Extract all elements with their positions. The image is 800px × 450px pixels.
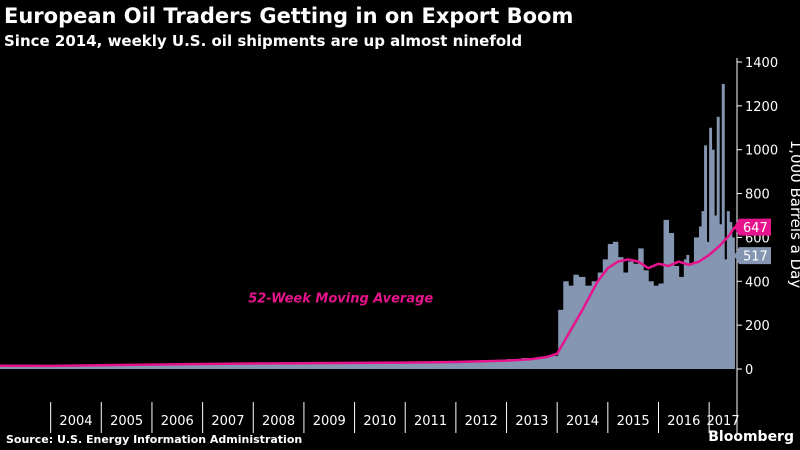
chart-title: European Oil Traders Getting in on Expor… xyxy=(4,4,574,28)
bar xyxy=(658,283,664,369)
bar xyxy=(607,244,614,369)
y-tick-label: 0 xyxy=(745,363,753,378)
x-axis: 2004 2005 2006 2007 2008 2009 2010 2011 2012 2013… xyxy=(50,402,740,433)
y-tick-label: 800 xyxy=(745,188,770,203)
bar xyxy=(602,259,609,369)
bar xyxy=(638,248,644,369)
chart-subtitle: Since 2014, weekly U.S. oil shipments ar… xyxy=(4,32,523,50)
bar xyxy=(716,116,720,369)
end-label-tag xyxy=(734,247,771,265)
x-tick-label: 2011 xyxy=(414,414,447,429)
bar xyxy=(585,285,593,369)
bar xyxy=(253,363,305,369)
bar xyxy=(202,363,254,369)
x-tick-label: 2004 xyxy=(59,414,92,429)
end-label-value: 517 xyxy=(743,250,768,265)
bar xyxy=(643,270,649,369)
x-tick-label: 2007 xyxy=(211,414,244,429)
bar xyxy=(721,83,725,370)
bloomberg-logo: Bloomberg xyxy=(708,429,794,445)
bar xyxy=(552,355,559,369)
bar xyxy=(0,365,52,369)
x-tick-label: 2013 xyxy=(515,414,548,429)
y-tick-label: 200 xyxy=(745,319,770,334)
bar xyxy=(591,281,599,369)
moving-average-annotation: 52-Week Moving Average xyxy=(248,292,433,307)
bar xyxy=(668,233,675,369)
bar xyxy=(455,361,482,369)
source-note: Source: U.S. Energy Information Administ… xyxy=(6,433,303,446)
bar xyxy=(683,259,687,369)
bar xyxy=(663,219,670,369)
bar xyxy=(711,149,715,369)
end-label-value: 647 xyxy=(743,221,768,236)
x-tick-label: 2006 xyxy=(161,414,194,429)
bar xyxy=(686,254,690,369)
y-tick-label: 1200 xyxy=(745,100,778,115)
bar xyxy=(648,281,654,369)
end-label-tag xyxy=(734,218,771,236)
bar xyxy=(678,276,685,369)
x-tick-label: 2009 xyxy=(313,414,346,429)
bar xyxy=(597,272,604,369)
bar xyxy=(653,285,659,369)
bar xyxy=(633,263,639,369)
y-axis-label: 1,000 Barrels a Day xyxy=(787,140,800,289)
bar xyxy=(719,224,723,369)
x-tick-label: 2014 xyxy=(566,414,599,429)
bar xyxy=(354,362,406,369)
x-tick-label: 2008 xyxy=(262,414,295,429)
bar xyxy=(726,211,730,369)
bar xyxy=(617,257,624,369)
x-tick-label: 2016 xyxy=(667,414,700,429)
x-tick-label: 2010 xyxy=(363,414,396,429)
x-tick-label: 2012 xyxy=(465,414,498,429)
bar xyxy=(731,237,735,369)
y-tick-label: 1000 xyxy=(745,144,778,159)
bar xyxy=(724,259,728,369)
bar xyxy=(709,127,713,369)
bar xyxy=(558,309,564,369)
bar xyxy=(536,356,553,369)
end-value-labels: 647 517 xyxy=(734,218,771,265)
bar xyxy=(693,237,700,369)
bar xyxy=(628,261,634,369)
bar xyxy=(405,362,457,369)
y-tick-label: 400 xyxy=(745,275,770,290)
bar xyxy=(706,241,710,369)
bar-series xyxy=(0,83,735,370)
bar xyxy=(701,211,705,369)
bar xyxy=(734,255,735,369)
bar xyxy=(481,360,507,369)
bar xyxy=(673,265,680,369)
bar xyxy=(50,365,102,369)
moving-average-line xyxy=(0,226,736,368)
bar xyxy=(688,263,695,369)
bar xyxy=(101,365,153,369)
bar xyxy=(563,281,569,369)
bar xyxy=(303,362,355,369)
x-tick-label: 2005 xyxy=(110,414,143,429)
x-tick-label: 2017 xyxy=(707,414,740,429)
bar xyxy=(729,222,733,369)
bar xyxy=(578,276,586,369)
bar xyxy=(612,241,619,369)
bar xyxy=(699,226,702,369)
y-tick-label: 1400 xyxy=(745,56,778,71)
x-tick-label: 2015 xyxy=(617,414,650,429)
bar xyxy=(506,359,523,369)
bar xyxy=(151,364,204,369)
bar xyxy=(623,272,629,369)
bar xyxy=(521,358,538,369)
bar xyxy=(714,215,718,369)
